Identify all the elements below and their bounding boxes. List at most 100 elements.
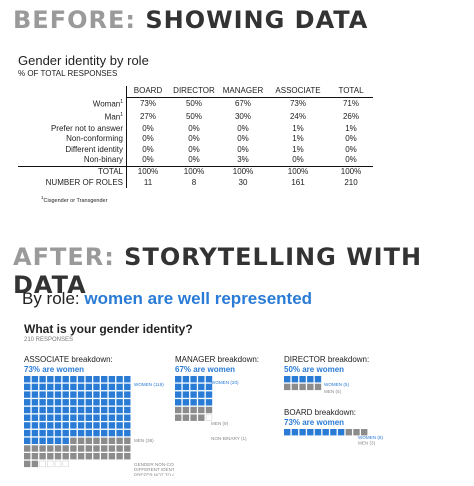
waffle-square [124, 437, 131, 444]
waffle-square [85, 383, 92, 391]
column-header: MANAGER [219, 86, 267, 98]
board-waffle: WOMEN (8)MEN (3) [284, 429, 383, 446]
gender-table: BOARD DIRECTOR MANAGER ASSOCIATE TOTAL Woman1… [18, 86, 373, 189]
director-title: DIRECTOR breakdown: [284, 355, 370, 364]
table-title: Gender identity by role [18, 53, 149, 68]
waffle-square [190, 391, 197, 398]
waffle-square [108, 422, 116, 429]
row-label: TOTAL [18, 165, 127, 178]
row-label-sup: 1 [120, 112, 123, 119]
waffle-square [39, 422, 46, 429]
waffle-square [116, 453, 123, 460]
manager-waffle: WOMEN (20) MEN (9) NON-BINARY (1) [175, 376, 247, 441]
table-cell: 1% [292, 144, 304, 154]
table-cell: 0% [188, 144, 200, 154]
responses-count: 210 RESPONSES [24, 337, 74, 343]
waffle-square [62, 391, 69, 398]
table-cell: 1% [345, 123, 357, 133]
waffle-square [182, 391, 190, 398]
table-cell: 0% [345, 134, 357, 144]
waffle-square [116, 383, 123, 391]
waffle-square [54, 422, 62, 429]
waffle-square [116, 437, 123, 444]
waffle-square [101, 422, 108, 429]
waffle-square [108, 399, 116, 406]
waffle-square [116, 376, 123, 383]
row-label-text: Non-conforming [66, 134, 123, 144]
waffle-square [116, 391, 123, 398]
waffle-square [31, 445, 39, 452]
waffle-square [93, 414, 100, 421]
waffle-square [47, 414, 54, 421]
headline-prefix: By role: [22, 289, 85, 308]
table-cell: 0% [126, 155, 169, 167]
waffle-square [31, 383, 39, 391]
table-cell: 0% [345, 155, 357, 165]
waffle-square [62, 414, 69, 421]
waffle-square [47, 422, 54, 429]
waffle-square [116, 422, 123, 429]
waffle-square [85, 445, 92, 452]
table-cell: 73% [126, 97, 169, 111]
waffle-square [24, 453, 31, 460]
waffle-square [31, 460, 39, 468]
before-title: SHOWING DATA [145, 6, 369, 34]
waffle-square [101, 429, 108, 437]
waffle-square [47, 445, 54, 452]
column-header: BOARD [126, 86, 169, 98]
waffle-square [205, 391, 213, 398]
waffle-square [337, 429, 345, 436]
waffle-square [108, 391, 116, 398]
waffle-square [31, 414, 39, 421]
footnote-text: Cisgender or Transgender [43, 197, 108, 204]
table-cell: 50% [185, 98, 202, 108]
table-cell: 100% [169, 165, 219, 178]
table-cell: 161 [291, 177, 305, 187]
table-cell: 100% [126, 165, 169, 178]
waffle-square-inner [47, 461, 53, 467]
waffle-square [54, 406, 62, 414]
waffle-square [361, 429, 368, 436]
waffle-square [108, 406, 116, 414]
table-row: Different identity 0% 0% 0% 1% 0% [18, 144, 373, 156]
table-cell: 0% [237, 144, 249, 154]
table-row: Non-conforming 0% 0% 0% 1% 0% [18, 134, 373, 145]
waffle-square [54, 383, 62, 391]
waffle-square-inner [40, 461, 46, 467]
waffle-square [77, 391, 85, 398]
waffle-legend-label: GENDER NON-CONFORMING (1) [134, 462, 174, 467]
table-cell: 0% [188, 123, 200, 133]
waffle-square [62, 406, 69, 414]
column-header: DIRECTOR [169, 86, 219, 98]
row-label-text: Non-binary [83, 155, 123, 165]
table-cell: 24% [289, 111, 306, 121]
waffle-square [39, 399, 46, 406]
waffle-square [198, 376, 205, 383]
waffle-square [24, 391, 31, 398]
waffle-square [101, 391, 108, 398]
before-heading: BEFORE: SHOWING DATA [13, 6, 368, 34]
table-cell: 1% [292, 123, 304, 133]
question-title: What is your gender identity? [24, 322, 193, 336]
waffle-square [62, 453, 69, 460]
gender-table-wrap: BOARD DIRECTOR MANAGER ASSOCIATE TOTAL Woman1… [18, 86, 373, 189]
waffle-square [39, 429, 46, 437]
waffle-square [175, 406, 182, 414]
row-label: NUMBER OF ROLES [18, 178, 127, 189]
waffle-square [31, 399, 39, 406]
waffle-square [85, 414, 92, 421]
table-cell: 3% [237, 155, 249, 165]
waffle-square [93, 383, 100, 391]
waffle-square [175, 383, 182, 391]
waffle-square [39, 453, 46, 460]
waffle-square-inner [206, 415, 212, 421]
waffle-square [124, 445, 131, 452]
waffle-square [175, 414, 182, 421]
table-cell: 0% [126, 123, 169, 135]
waffle-square [205, 406, 213, 414]
waffle-square [108, 453, 116, 460]
waffle-square [24, 376, 31, 383]
waffle-square [85, 453, 92, 460]
waffle-square [70, 422, 77, 429]
table-row: TOTAL 100% 100% 100% 100% 100% [18, 165, 373, 178]
